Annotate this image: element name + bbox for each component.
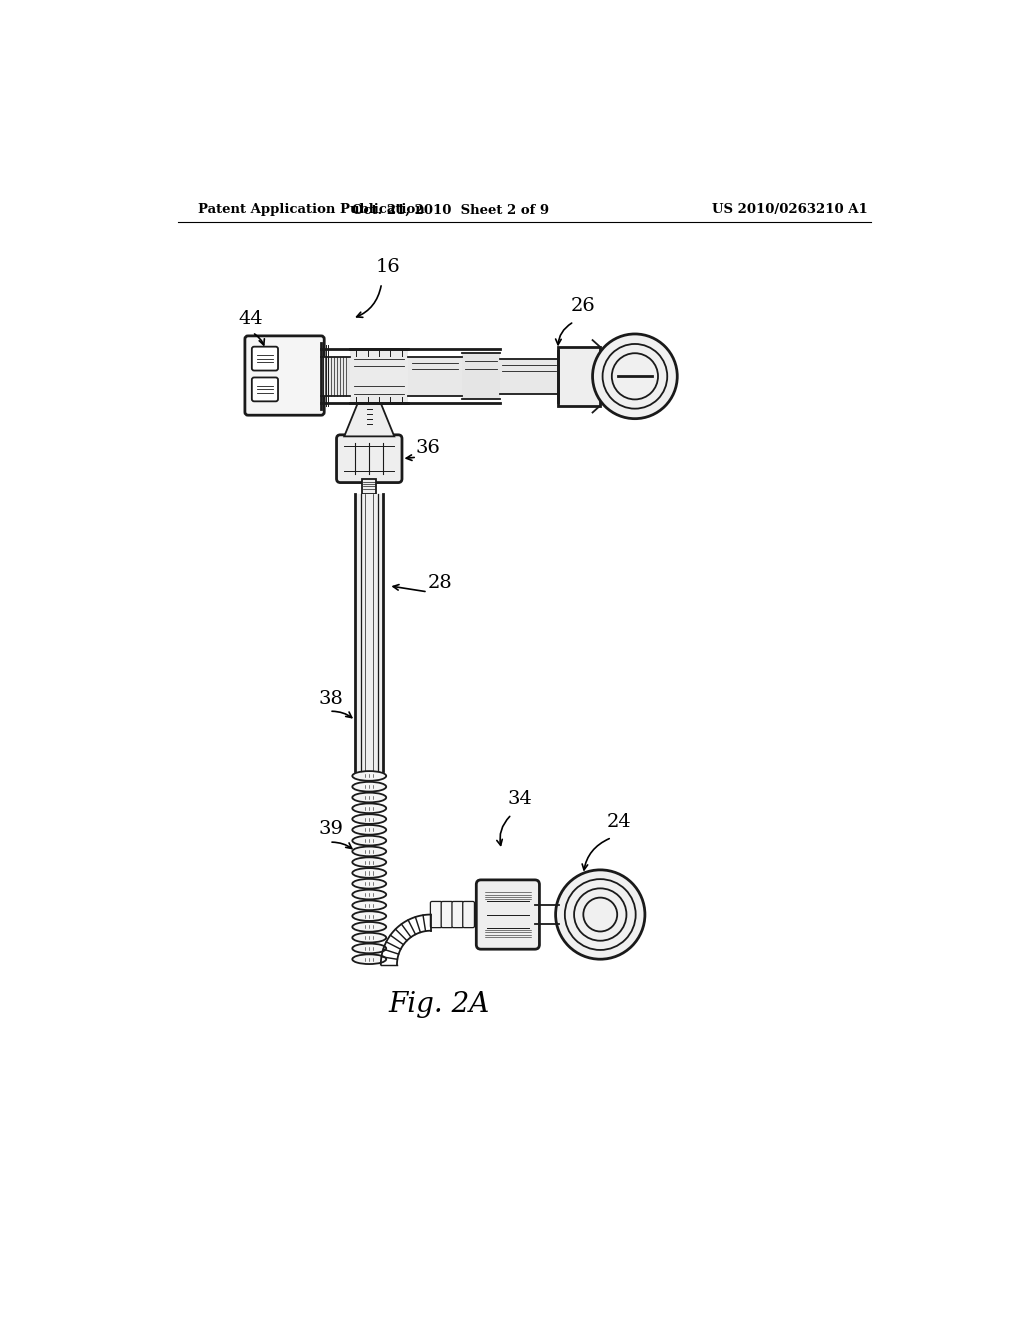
FancyBboxPatch shape bbox=[245, 335, 325, 416]
Ellipse shape bbox=[352, 869, 386, 878]
FancyBboxPatch shape bbox=[476, 880, 540, 949]
Circle shape bbox=[593, 334, 677, 418]
Text: 44: 44 bbox=[239, 310, 263, 327]
Bar bbox=[500, 359, 558, 395]
Ellipse shape bbox=[352, 933, 386, 942]
FancyBboxPatch shape bbox=[441, 902, 453, 928]
Text: 38: 38 bbox=[318, 689, 343, 708]
Text: US 2010/0263210 A1: US 2010/0263210 A1 bbox=[712, 203, 867, 216]
Bar bbox=[355, 494, 383, 771]
Bar bbox=[462, 354, 500, 400]
Text: 24: 24 bbox=[606, 813, 631, 830]
FancyBboxPatch shape bbox=[452, 902, 464, 928]
Circle shape bbox=[556, 870, 645, 960]
Text: 39: 39 bbox=[318, 821, 343, 838]
Ellipse shape bbox=[352, 846, 386, 857]
Bar bbox=[322, 358, 350, 396]
Ellipse shape bbox=[352, 792, 386, 803]
Ellipse shape bbox=[352, 879, 386, 888]
Text: 26: 26 bbox=[571, 297, 596, 315]
Ellipse shape bbox=[352, 825, 386, 834]
Text: 28: 28 bbox=[428, 574, 453, 593]
FancyBboxPatch shape bbox=[463, 902, 474, 928]
Text: 16: 16 bbox=[376, 259, 400, 276]
Text: Patent Application Publication: Patent Application Publication bbox=[199, 203, 425, 216]
Ellipse shape bbox=[352, 857, 386, 867]
Ellipse shape bbox=[352, 944, 386, 953]
Ellipse shape bbox=[352, 954, 386, 964]
Bar bbox=[362, 479, 376, 494]
Ellipse shape bbox=[352, 911, 386, 921]
FancyBboxPatch shape bbox=[252, 378, 278, 401]
Ellipse shape bbox=[352, 900, 386, 911]
Ellipse shape bbox=[352, 781, 386, 792]
Bar bbox=[558, 347, 600, 405]
FancyBboxPatch shape bbox=[430, 902, 442, 928]
Ellipse shape bbox=[352, 836, 386, 846]
Text: Fig. 2A: Fig. 2A bbox=[388, 990, 489, 1018]
Ellipse shape bbox=[352, 814, 386, 824]
Text: 36: 36 bbox=[416, 438, 440, 457]
FancyBboxPatch shape bbox=[252, 347, 278, 371]
Ellipse shape bbox=[352, 921, 386, 932]
Ellipse shape bbox=[352, 804, 386, 813]
Ellipse shape bbox=[352, 771, 386, 781]
Bar bbox=[408, 358, 462, 396]
Ellipse shape bbox=[352, 890, 386, 899]
Bar bbox=[350, 350, 408, 404]
Text: 34: 34 bbox=[508, 789, 532, 808]
Text: Oct. 21, 2010  Sheet 2 of 9: Oct. 21, 2010 Sheet 2 of 9 bbox=[351, 203, 549, 216]
Polygon shape bbox=[344, 404, 394, 437]
FancyBboxPatch shape bbox=[337, 434, 402, 483]
